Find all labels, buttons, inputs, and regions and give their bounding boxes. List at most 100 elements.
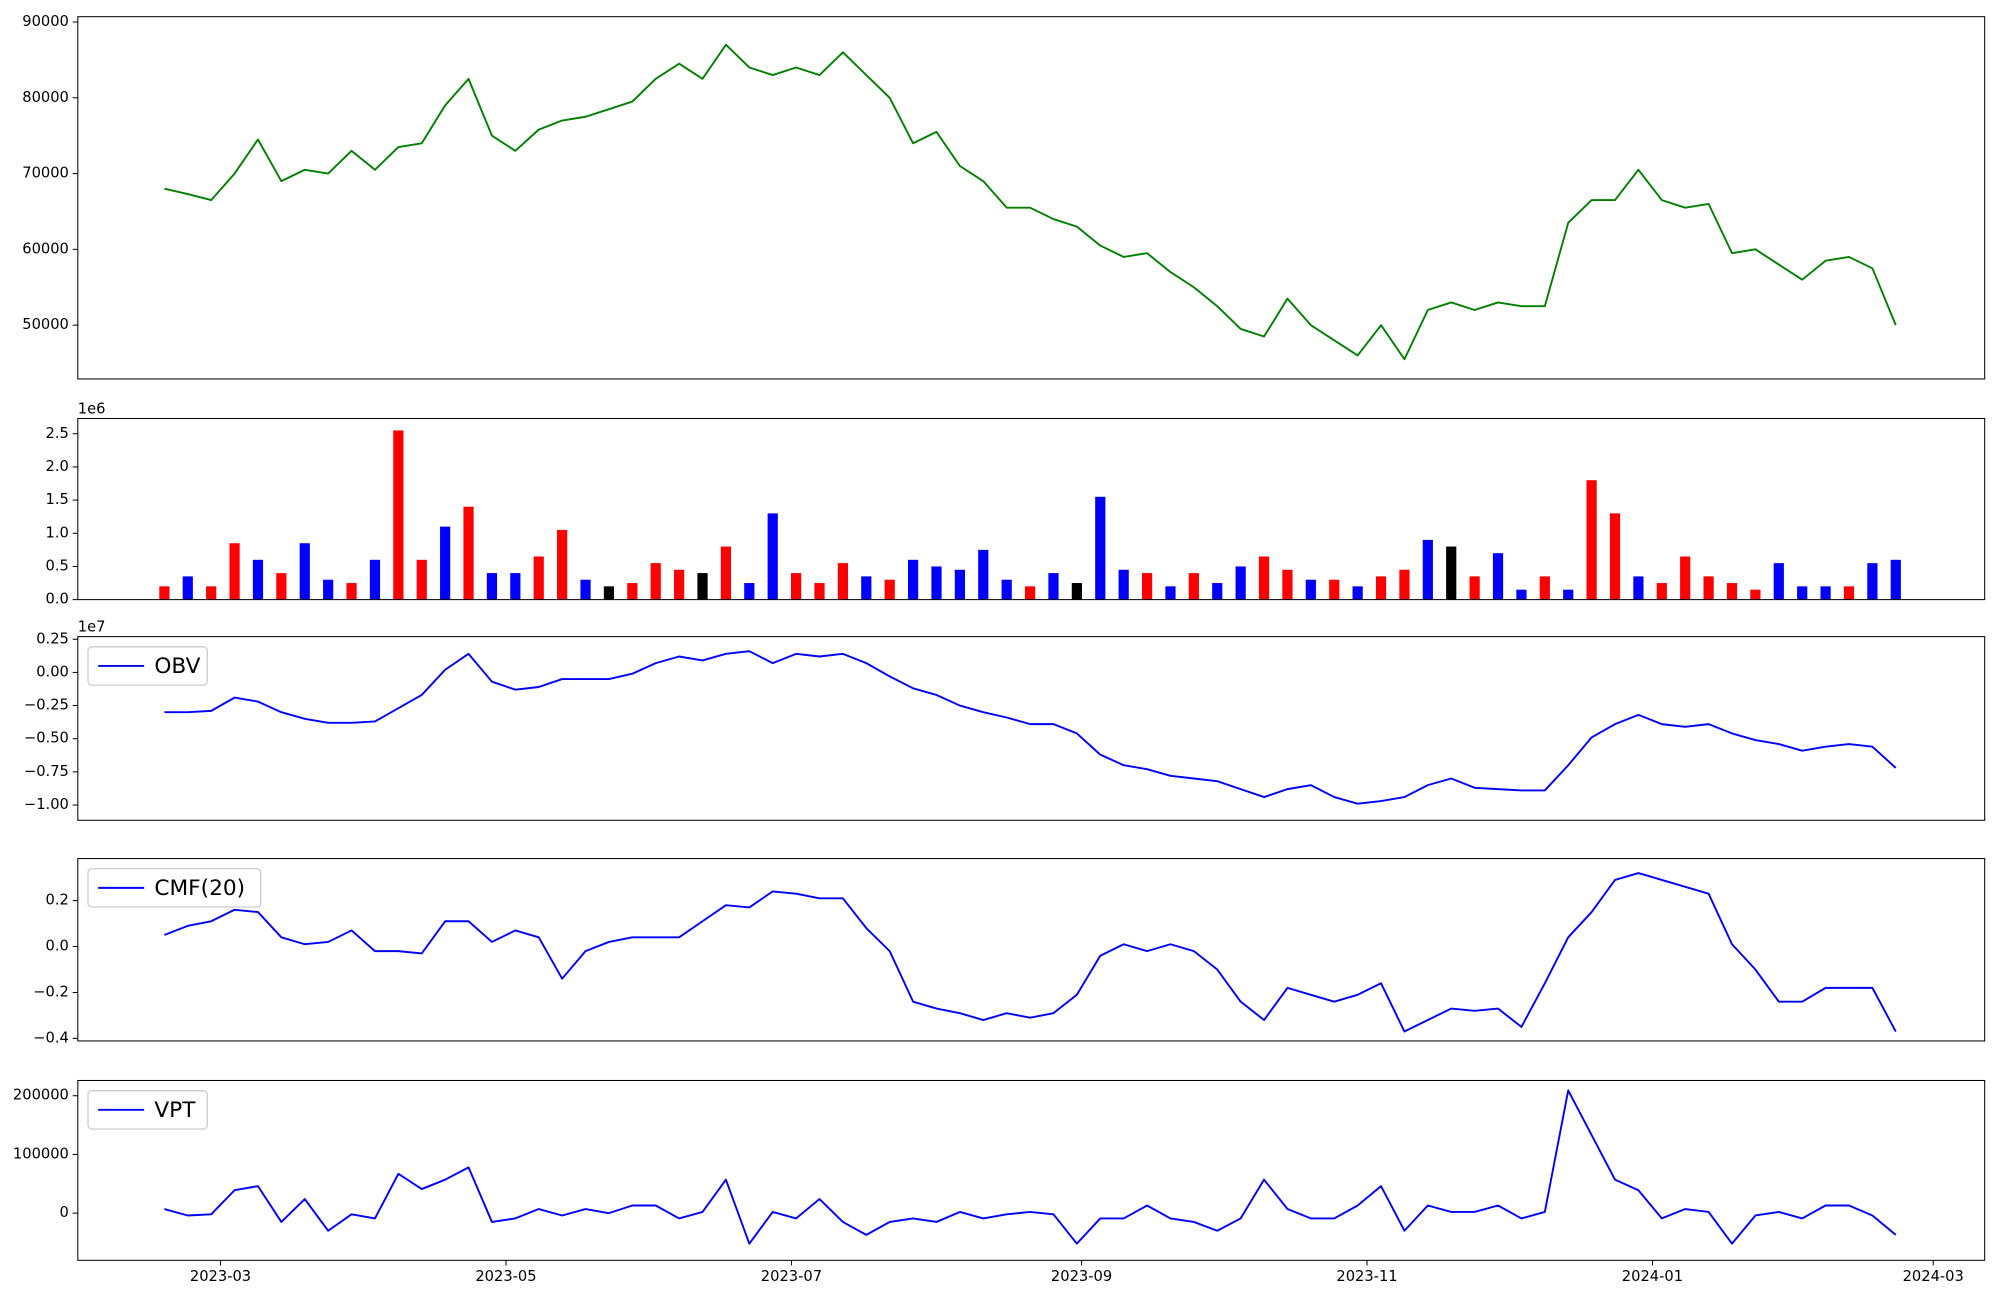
bar <box>1867 563 1878 600</box>
bar <box>1703 576 1714 600</box>
legend-box <box>87 1090 208 1130</box>
axes-frame <box>77 1079 1986 1261</box>
bar <box>369 559 381 600</box>
bar <box>416 559 427 600</box>
bar <box>837 563 849 600</box>
bar <box>1539 576 1550 600</box>
bar <box>323 579 334 600</box>
bar <box>1188 573 1199 600</box>
axes-frame <box>77 858 1986 1042</box>
y-tick-label: −0.50 <box>24 730 69 747</box>
offset-text: 1e6 <box>78 401 106 418</box>
bar <box>1890 559 1901 600</box>
x-tick-label: 2024-01 <box>1622 1268 1683 1285</box>
bar <box>1329 579 1340 600</box>
bar <box>533 556 544 600</box>
x-tick-label: 2023-11 <box>1336 1268 1397 1285</box>
y-tick-label: 2.5 <box>46 425 69 442</box>
bar <box>1843 586 1855 600</box>
bar <box>1469 576 1480 600</box>
y-tick-label: 80000 <box>22 89 69 106</box>
y-tick-label: −0.75 <box>24 763 69 780</box>
bar <box>463 506 474 600</box>
bar <box>1516 589 1527 600</box>
bar <box>1235 566 1246 600</box>
y-tick-label: 0 <box>60 1204 69 1221</box>
bar <box>603 586 615 600</box>
y-tick-label: 2.0 <box>46 458 69 475</box>
bar <box>791 573 802 600</box>
bar <box>720 546 732 600</box>
bar <box>299 543 310 600</box>
legend-text: OBV <box>154 654 200 679</box>
axes-frame <box>77 417 1986 601</box>
bar <box>1399 569 1410 600</box>
bar <box>861 576 872 600</box>
y-tick-label: −0.2 <box>33 983 69 1000</box>
y-tick-label: 1.5 <box>46 491 69 508</box>
bar <box>346 583 357 600</box>
bar <box>182 576 193 600</box>
bar <box>954 569 965 600</box>
bar <box>650 563 661 600</box>
data-line <box>164 650 1897 805</box>
bar <box>1305 579 1316 600</box>
y-tick-label: 0.0 <box>46 591 69 608</box>
legend-box <box>87 868 262 908</box>
bar <box>1282 569 1293 600</box>
bar <box>1797 586 1808 600</box>
offset-text: 1e7 <box>78 619 106 636</box>
bar <box>159 586 170 600</box>
x-tick-label: 2023-03 <box>190 1268 251 1285</box>
bar <box>814 583 825 600</box>
bar <box>206 586 217 600</box>
axes-frame <box>77 636 1986 821</box>
y-tick-label: −0.4 <box>33 1029 69 1046</box>
bar <box>1001 579 1012 600</box>
bar <box>580 579 591 600</box>
bar <box>440 526 451 600</box>
y-tick-label: 1.0 <box>46 524 69 541</box>
bar <box>393 430 404 600</box>
y-tick-label: 0.2 <box>46 892 69 909</box>
y-tick-label: 200000 <box>13 1087 69 1104</box>
data-line <box>164 1089 1897 1245</box>
bar <box>1118 569 1129 600</box>
bar <box>1352 586 1363 600</box>
y-tick-label: 70000 <box>22 165 69 182</box>
bar <box>1375 576 1387 600</box>
bar <box>1422 539 1433 600</box>
bar <box>486 573 498 600</box>
x-tick-label: 2023-09 <box>1051 1268 1112 1285</box>
bar <box>510 573 521 600</box>
x-tick-label: 2023-07 <box>761 1268 822 1285</box>
bar <box>1165 586 1176 600</box>
y-tick-label: −1.00 <box>24 796 69 813</box>
bar <box>1024 586 1036 600</box>
y-tick-label: 0.00 <box>36 663 69 680</box>
bar <box>1095 496 1106 600</box>
bar <box>1492 553 1504 600</box>
x-tick-label: 2024-03 <box>1903 1268 1964 1285</box>
bar <box>931 566 942 600</box>
axes-frame <box>77 16 1986 380</box>
bar <box>1750 589 1761 600</box>
bar <box>1820 586 1831 600</box>
data-line <box>164 43 1897 361</box>
bar <box>978 549 989 600</box>
bar <box>767 513 778 600</box>
bar <box>557 529 568 600</box>
bar <box>1048 573 1059 600</box>
bar <box>229 543 240 600</box>
y-tick-label: 50000 <box>22 316 69 333</box>
bar <box>1563 589 1574 600</box>
bar <box>1446 546 1457 600</box>
bar <box>1773 563 1784 600</box>
y-tick-label: 60000 <box>22 240 69 257</box>
bar <box>276 573 287 600</box>
bar <box>252 559 264 600</box>
bar <box>697 573 708 600</box>
y-tick-label: 0.25 <box>36 630 69 647</box>
x-tick-label: 2023-05 <box>475 1268 536 1285</box>
